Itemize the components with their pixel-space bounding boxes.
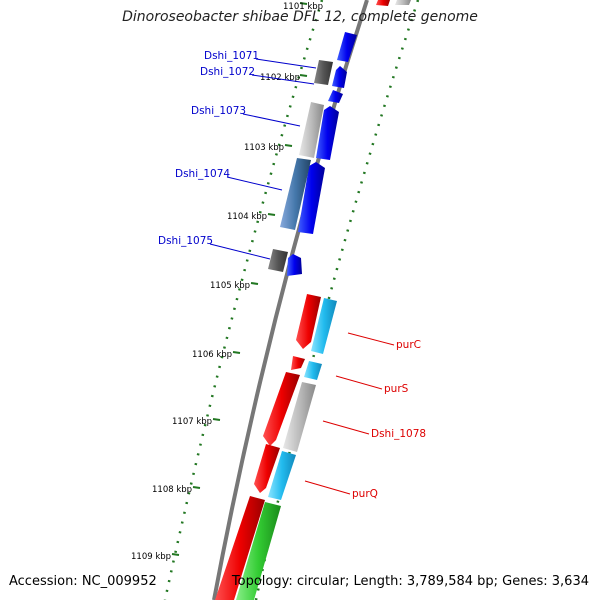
scale-tick-label: 1109 kbp (131, 552, 171, 562)
scale-tick-mark (232, 351, 241, 354)
gene-label[interactable]: Dshi_1074 (175, 168, 230, 180)
gene-steel (280, 158, 311, 230)
genome-summary: Topology: circular; Length: 3,789,584 bp… (231, 574, 589, 589)
gene-label[interactable]: purS (384, 383, 409, 395)
scale-tick-mark (192, 486, 201, 489)
gene-red (296, 294, 321, 349)
gene-label[interactable]: Dshi_1078 (371, 428, 426, 440)
scale-tick-mark (284, 144, 293, 147)
scale-tick-mark (212, 418, 221, 421)
gene-dark-gray (314, 60, 333, 85)
gene-label-leader (226, 176, 283, 191)
scale-tick-mark (171, 553, 180, 556)
scale-tick-mark (299, 2, 308, 5)
scale-tick-label: 1104 kbp (227, 212, 267, 222)
scale-tick-label: 1102 kbp (260, 73, 300, 83)
scale-tick-label: 1105 kbp (210, 281, 250, 291)
gene-label[interactable]: Dshi_1075 (158, 235, 213, 247)
inner-strand-genes (268, 60, 333, 272)
gene-labels-left: Dshi_1071 Dshi_1072 Dshi_1073 Dshi_1074 Dshi… (158, 50, 317, 260)
reverse-strand-genes (215, 294, 321, 600)
gene-label-leader (255, 58, 317, 69)
gene-red (254, 444, 280, 493)
scale-tick-mark (250, 282, 259, 285)
scale-tick-label: 1103 kbp (244, 143, 284, 153)
gene-red (215, 496, 265, 600)
scale-tick-label: 1101 kbp (283, 2, 323, 12)
gene-label-leader (209, 243, 271, 260)
gene-blue (337, 32, 357, 62)
gene-blue (328, 90, 343, 103)
gene-green (236, 502, 281, 600)
gene-label-leader (242, 113, 301, 127)
gene-cyan (268, 451, 296, 500)
scale-ticks: 1101 kbp 1102 kbp 1103 kbp 1104 kbp 1105 kbp… (131, 2, 323, 562)
gene-dark-gray (268, 249, 288, 272)
gene-label[interactable]: purQ (352, 488, 378, 500)
gene-cyan (304, 361, 322, 380)
gene-red (291, 356, 305, 370)
gene-label[interactable]: Dshi_1072 (200, 66, 255, 78)
gene-labels-right: purC purS Dshi_1078 purQ (304, 332, 426, 500)
scale-tick-label: 1106 kbp (192, 350, 232, 360)
gene-label-leader (251, 74, 315, 85)
gene-blue (298, 162, 325, 234)
inner-dotted-ring (163, 0, 324, 600)
gene-red (376, 0, 390, 6)
map-title: Dinoroseobacter shibae DFL 12, complete … (122, 9, 478, 25)
scale-tick-mark (267, 213, 276, 216)
gene-label[interactable]: purC (396, 339, 421, 351)
scale-tick-label: 1107 kbp (172, 417, 212, 427)
scale-tick-mark (299, 74, 308, 77)
gene-label-leader (322, 420, 370, 435)
gene-label[interactable]: Dshi_1073 (191, 105, 246, 117)
forward-strand-genes (287, 32, 357, 276)
scale-tick-label: 1108 kbp (152, 485, 192, 495)
gene-cyan (311, 298, 337, 354)
gene-label[interactable]: Dshi_1071 (204, 50, 259, 62)
gene-label-leader (347, 332, 395, 346)
outer-strand-genes (236, 298, 337, 600)
gene-blue (316, 106, 339, 160)
gene-red (263, 372, 300, 446)
gene-label-leader (335, 375, 383, 390)
gene-blue (287, 254, 302, 276)
gene-gray (395, 0, 411, 5)
accession-text: Accession: NC_009952 (9, 574, 157, 589)
gene-gray (299, 102, 324, 158)
gene-gray (283, 382, 316, 452)
gene-label-leader (304, 480, 351, 495)
gene-blue (332, 66, 347, 88)
